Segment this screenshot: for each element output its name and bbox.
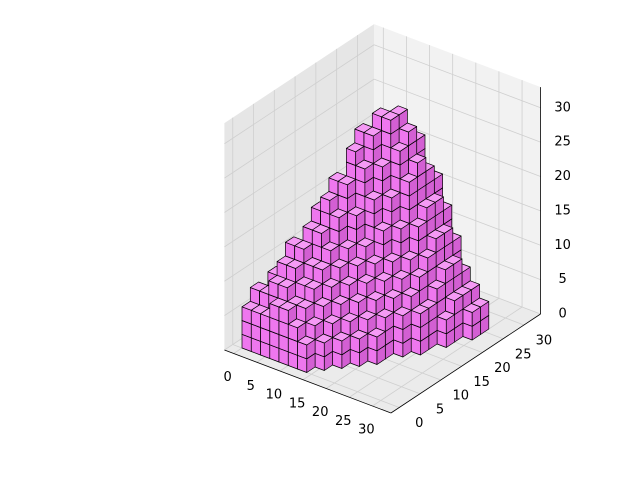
voxel [382,188,401,213]
gridline-z [224,113,375,213]
voxel [409,267,429,292]
voxel [329,208,348,232]
voxel [363,126,382,151]
voxel [398,122,418,147]
y-tick-label: 30 [536,334,553,349]
voxel [383,252,402,277]
voxel [322,277,341,302]
z-tick-label: 5 [558,272,566,287]
voxel [391,219,410,244]
voxel [332,331,351,356]
voxel [320,191,339,215]
voxel [337,175,357,199]
voxel [427,279,446,304]
voxel [410,304,430,328]
x-tick-label: 10 [266,388,283,403]
gridline-z [224,44,375,145]
voxel [294,239,313,264]
voxel [304,279,323,304]
voxel [297,335,316,360]
voxel [384,289,403,313]
x-tick-label: 30 [358,423,375,438]
voxel [330,258,349,283]
y-tick-label: 25 [515,347,532,362]
voxel [321,241,340,265]
voxel [311,224,331,248]
voxel [356,237,375,261]
voxel [372,157,392,182]
voxel [417,198,436,222]
voxel [408,217,428,242]
y-tick-label: 10 [453,389,470,404]
x-tick-label: 5 [247,379,255,394]
z-tick-label: 0 [558,307,566,322]
voxel [287,318,307,342]
voxel [346,142,365,166]
voxel [408,153,427,178]
x-tick-label: 0 [224,370,232,385]
voxel [392,269,411,294]
voxel [399,172,418,197]
voxel [277,278,296,302]
voxel-body [241,105,490,373]
voxel [462,303,481,327]
voxel [400,250,419,275]
z-tick-label: 25 [554,135,571,150]
voxel [375,308,394,332]
voxel [347,206,366,230]
voxel [435,260,455,284]
gridline-z [373,44,541,109]
y-tick-label: 5 [436,402,444,417]
voxel [393,306,412,330]
z-tick-label: 10 [554,238,571,253]
gridline-x [372,306,523,407]
z-tick-label: 20 [554,169,571,184]
voxel [418,248,437,273]
axis-lines [224,87,541,414]
x-tick-label: 25 [335,414,352,429]
z-tick-label: 30 [554,100,571,115]
voxel [381,110,400,135]
z-tick-label: 15 [554,203,571,218]
x-tick-label: 20 [312,405,329,420]
axis-line [224,349,392,414]
voxel [401,287,420,311]
voxel [314,333,333,358]
y-tick-label: 20 [494,361,511,376]
voxel [355,159,374,184]
gridline-z [373,78,541,143]
voxel [339,275,358,300]
voxel [348,293,368,317]
voxel [296,299,315,323]
x-tick-label: 15 [289,396,306,411]
voxel [373,221,393,246]
gridline-z [224,78,375,179]
voxel [364,190,383,215]
voxel [347,256,367,281]
voxel [426,229,445,253]
voxel [349,329,369,354]
voxel [367,327,386,352]
axis-line [390,313,541,414]
y-tick-label: 0 [415,416,423,431]
y-tick-label: 15 [473,375,490,390]
voxel [436,310,455,335]
voxel [390,141,409,166]
voxel [445,291,464,315]
